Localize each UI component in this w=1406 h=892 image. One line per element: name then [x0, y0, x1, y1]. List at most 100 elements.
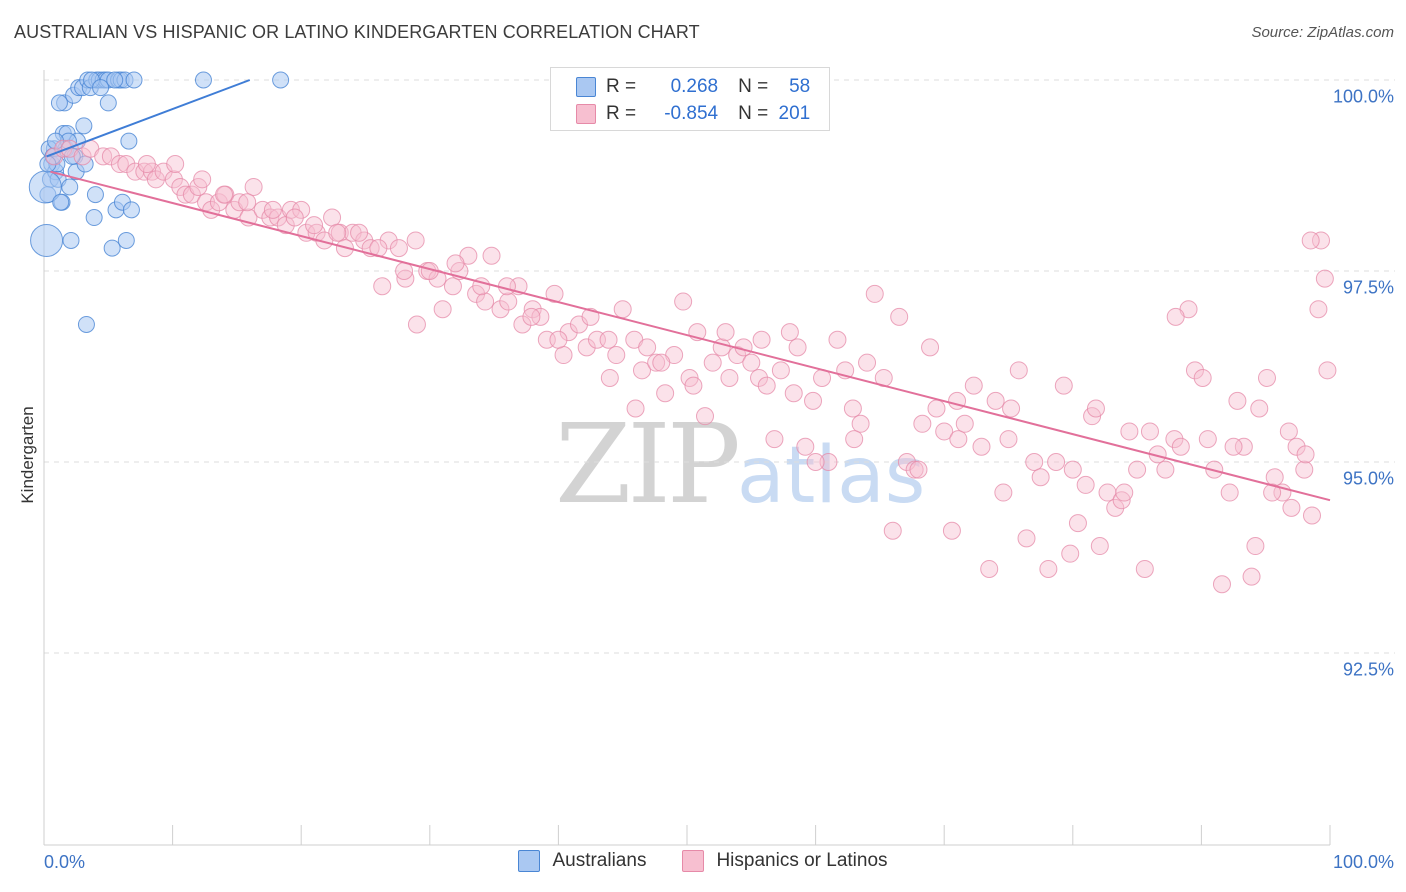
australians-point — [50, 94, 68, 112]
hispanics-point — [652, 353, 671, 372]
hispanics-point — [263, 200, 282, 219]
hispanics-point — [986, 391, 1005, 410]
hispanics-point — [1115, 483, 1134, 502]
hispanics-point — [1171, 437, 1190, 456]
hispanics-point — [379, 231, 398, 250]
hispanics-point — [230, 193, 249, 212]
hispanics-point — [1106, 498, 1125, 517]
hispanics-point — [407, 315, 426, 334]
hispanics-point — [1031, 468, 1050, 487]
hispanics-point — [712, 338, 731, 357]
hispanics-point — [554, 346, 573, 365]
hispanics-points — [45, 139, 1337, 594]
hispanics-point — [549, 330, 568, 349]
hispanics-point — [497, 277, 516, 296]
trend-lines — [46, 79, 1331, 502]
hispanics-point — [613, 300, 632, 319]
legend-row-hispanics: R = -0.854 N = 201 — [551, 100, 810, 128]
australians-swatch — [576, 77, 596, 97]
hispanics-point — [1301, 231, 1320, 250]
hispanics-point — [994, 483, 1013, 502]
watermark-zip: ZIP — [555, 400, 741, 528]
australians-point — [77, 315, 95, 333]
n-label: N = — [738, 103, 769, 124]
y-tick-label: 100.0% — [1332, 86, 1394, 107]
hispanics-point — [1318, 361, 1337, 380]
hispanics-point — [1039, 559, 1058, 578]
hispanics-point — [1047, 453, 1066, 471]
australians-point — [85, 209, 103, 227]
hispanics-point — [476, 292, 495, 311]
hispanics-point — [921, 338, 940, 357]
australians-point — [125, 71, 143, 89]
n-value: 201 — [778, 103, 811, 124]
hispanics-point — [632, 361, 651, 380]
hispanics-point — [406, 231, 425, 250]
hispanics-point — [716, 323, 735, 342]
hispanics-point — [1257, 368, 1276, 387]
hispanics-point — [577, 338, 596, 357]
hispanics-point — [1302, 506, 1321, 525]
hispanics-point — [942, 521, 961, 540]
hispanics-point — [1156, 460, 1175, 479]
hispanics-point — [599, 330, 618, 349]
hispanics-point — [1193, 368, 1212, 387]
hispanics-point — [607, 346, 626, 365]
hispanics-point — [94, 147, 113, 166]
hispanics-point — [1135, 559, 1154, 578]
hispanics-point — [1295, 460, 1314, 479]
y-axis-label: Kindergarten — [18, 406, 37, 504]
n-label: N = — [738, 76, 769, 97]
hispanics-point — [545, 284, 564, 303]
hispanics-point — [851, 414, 870, 433]
hispanics-point — [913, 414, 932, 433]
australians-point — [122, 201, 140, 219]
hispanics-point — [1282, 498, 1301, 517]
hispanics-point — [499, 292, 518, 311]
australians-point — [92, 79, 110, 97]
hispanics-point — [765, 430, 784, 449]
hispanics-point — [788, 338, 807, 357]
hispanics-point — [1287, 437, 1306, 456]
hispanics-point — [581, 307, 600, 326]
hispanics-point — [964, 376, 983, 395]
hispanics-point — [443, 277, 462, 296]
hispanics-point — [491, 300, 510, 319]
hispanics-point — [883, 521, 902, 540]
correlation-legend: R = 0.268 N = 58 R = -0.854 N = 201 — [550, 67, 830, 131]
hispanics-point — [980, 559, 999, 578]
legend-label: Hispanics or Latinos — [716, 850, 888, 871]
r-label: R = — [606, 76, 637, 97]
hispanics-point — [1224, 437, 1243, 456]
hispanics-point — [292, 200, 311, 219]
hispanics-point — [285, 208, 304, 227]
hispanics-point — [647, 353, 666, 372]
hispanics-point — [1265, 468, 1284, 487]
hispanics-point — [750, 368, 769, 387]
hispanics-point — [600, 368, 619, 387]
hispanics-point — [949, 430, 968, 449]
hispanics-point — [531, 307, 550, 326]
hispanics-swatch — [576, 104, 596, 124]
australians-point — [75, 117, 93, 135]
hispanics-point — [193, 170, 212, 189]
hispanics-point — [828, 330, 847, 349]
australians-point — [120, 132, 138, 150]
hispanics-point — [1311, 231, 1330, 250]
chart-title: AUSTRALIAN VS HISPANIC OR LATINO KINDERG… — [14, 22, 700, 42]
australians-point — [194, 71, 212, 89]
hispanics-trend-line — [50, 170, 1331, 502]
axes — [43, 70, 1331, 846]
series-legend: Australians Hispanics or Latinos — [0, 850, 1406, 872]
hispanics-point — [1090, 537, 1109, 556]
source-label: Source: ZipAtlas.com — [1251, 24, 1394, 41]
hispanics-point — [1279, 422, 1298, 441]
australians-points — [28, 71, 290, 333]
hispanics-point — [796, 437, 815, 456]
hispanics-point — [146, 170, 165, 189]
hispanics-point — [720, 368, 739, 387]
hispanics-point — [806, 453, 825, 471]
hispanics-point — [1063, 460, 1082, 479]
hispanics-point — [955, 414, 974, 433]
